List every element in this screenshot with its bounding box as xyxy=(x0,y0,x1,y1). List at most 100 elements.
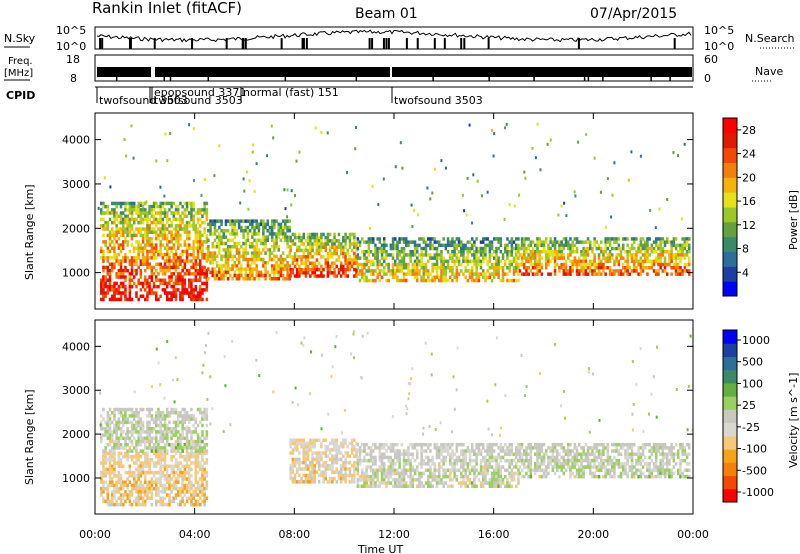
data-cell xyxy=(130,411,134,415)
data-cell xyxy=(205,411,209,415)
data-cell xyxy=(155,423,158,428)
data-cell xyxy=(181,204,184,209)
data-cell xyxy=(358,452,362,456)
data-cell xyxy=(402,452,406,456)
data-cell xyxy=(396,275,399,280)
data-cell xyxy=(369,259,373,264)
data-cell xyxy=(358,240,362,244)
data-cell xyxy=(194,211,198,215)
data-cell xyxy=(455,449,459,453)
data-cell xyxy=(685,262,689,267)
data-cell xyxy=(248,229,252,233)
data-cell xyxy=(295,470,299,474)
data-cell xyxy=(122,201,125,206)
data-cell xyxy=(128,272,132,276)
data-cell xyxy=(163,486,167,491)
data-cell xyxy=(389,458,393,463)
power-colorbar-swatch xyxy=(723,177,737,193)
data-cell xyxy=(536,272,539,276)
data-cell xyxy=(185,499,189,504)
data-cell xyxy=(619,269,623,273)
data-cell xyxy=(102,474,105,478)
data-cell xyxy=(224,248,228,252)
data-cell xyxy=(367,465,371,469)
data-cell xyxy=(402,465,406,469)
data-cell xyxy=(586,250,590,254)
data-cell xyxy=(130,474,134,478)
data-cell xyxy=(304,451,308,455)
nsearch-tick-top: 10^5 xyxy=(704,24,734,37)
data-cell xyxy=(262,273,265,278)
data-cell xyxy=(108,464,112,468)
data-cell xyxy=(233,241,236,246)
data-cell xyxy=(293,242,297,246)
data-cell xyxy=(163,227,167,231)
data-cell xyxy=(320,457,323,462)
data-cell xyxy=(387,471,390,476)
data-cell xyxy=(192,272,195,276)
data-cell xyxy=(159,458,162,462)
data-cell xyxy=(383,269,386,273)
data-cell xyxy=(108,458,112,462)
data-cell xyxy=(531,272,535,276)
data-cell xyxy=(389,462,393,466)
data-cell xyxy=(233,222,236,227)
data-cell xyxy=(190,474,193,478)
data-cell xyxy=(188,443,191,447)
data-cell xyxy=(462,259,465,264)
data-cell xyxy=(144,446,147,450)
data-cell xyxy=(113,233,116,238)
data-cell xyxy=(102,217,105,222)
data-cell xyxy=(453,468,456,472)
data-cell xyxy=(155,464,158,468)
data-cell xyxy=(344,242,347,246)
data-cell xyxy=(302,451,305,455)
data-cell xyxy=(495,237,498,241)
data-cell xyxy=(372,468,375,472)
data-cell xyxy=(440,243,443,248)
data-cell xyxy=(213,232,217,236)
data-cell xyxy=(457,468,461,472)
data-cell xyxy=(224,219,228,223)
data-cell xyxy=(273,277,276,281)
data-cell xyxy=(194,256,198,260)
data-cell xyxy=(534,266,537,270)
data-cell xyxy=(293,464,297,468)
data-cell xyxy=(398,478,401,482)
data-cell xyxy=(102,268,105,273)
data-cell xyxy=(475,269,478,273)
data-cell xyxy=(462,250,465,254)
data-cell xyxy=(584,272,588,276)
data-cell xyxy=(213,238,217,243)
data-cell xyxy=(551,243,555,248)
power-y-tick-label: 4000 xyxy=(62,134,90,147)
data-cell xyxy=(479,449,483,453)
data-cell xyxy=(262,241,265,246)
data-cell xyxy=(194,284,198,289)
data-cell xyxy=(468,478,472,482)
data-cell xyxy=(150,490,154,494)
data-cell xyxy=(558,250,561,254)
data-cell xyxy=(626,256,629,260)
data-cell xyxy=(473,465,476,469)
data-cell xyxy=(639,266,643,270)
data-cell xyxy=(117,201,121,206)
data-cell xyxy=(326,239,330,243)
data-cell xyxy=(531,262,535,267)
data-cell xyxy=(128,493,132,497)
data-cell xyxy=(188,233,191,238)
data-cell xyxy=(111,411,114,415)
data-cell xyxy=(604,225,607,229)
data-cell xyxy=(161,281,165,286)
data-cell xyxy=(262,219,265,223)
data-cell xyxy=(289,239,292,243)
data-cell xyxy=(608,266,612,270)
data-cell xyxy=(199,240,202,244)
data-cell xyxy=(161,414,165,418)
data-cell xyxy=(159,446,162,450)
data-cell xyxy=(135,502,138,507)
data-cell xyxy=(580,266,583,270)
data-cell xyxy=(495,253,498,257)
data-cell xyxy=(479,465,483,469)
data-cell xyxy=(126,433,129,437)
